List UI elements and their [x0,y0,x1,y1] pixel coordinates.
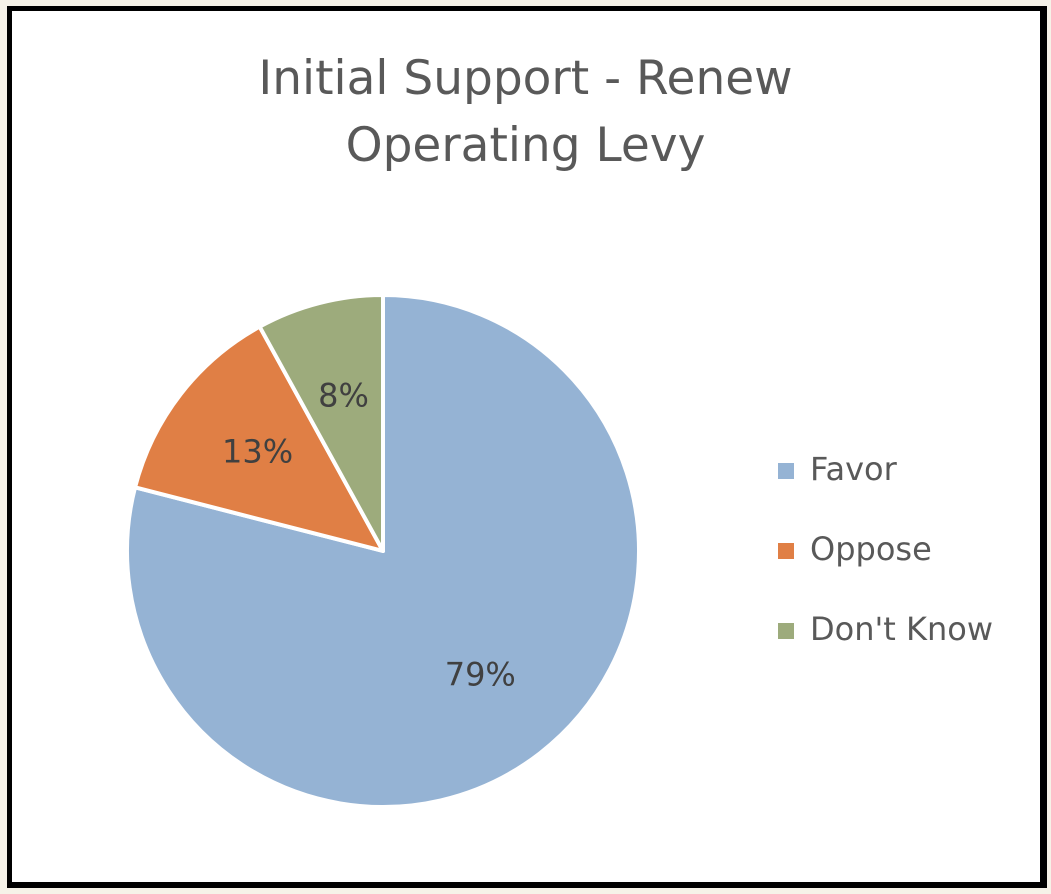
legend-label-oppose: Oppose [810,530,932,568]
pie-data-labels: 79% 13% 8% [222,376,516,693]
data-label-oppose: 13% [222,433,293,471]
pie-slice-don-t-know [257,293,385,553]
legend: Favor Oppose Don't Know [778,450,993,648]
legend-label-don-t-know: Don't Know [810,610,993,648]
legend-label-favor: Favor [810,450,898,488]
legend-swatch-favor [778,463,794,479]
data-label-favor: 79% [445,655,516,693]
chart-title-line-2: Operating Levy [345,118,706,173]
pie-slice-oppose [133,324,385,553]
legend-swatch-oppose [778,543,794,559]
data-label-don-t-know: 8% [318,376,369,414]
chart-title: Initial Support - Renew Operating Levy [0,45,1051,179]
chart-title-line-1: Initial Support - Renew [258,51,793,106]
legend-swatch-don-t-know [778,623,794,639]
pie-slices [125,293,641,809]
pie-slice-favor [125,293,641,809]
